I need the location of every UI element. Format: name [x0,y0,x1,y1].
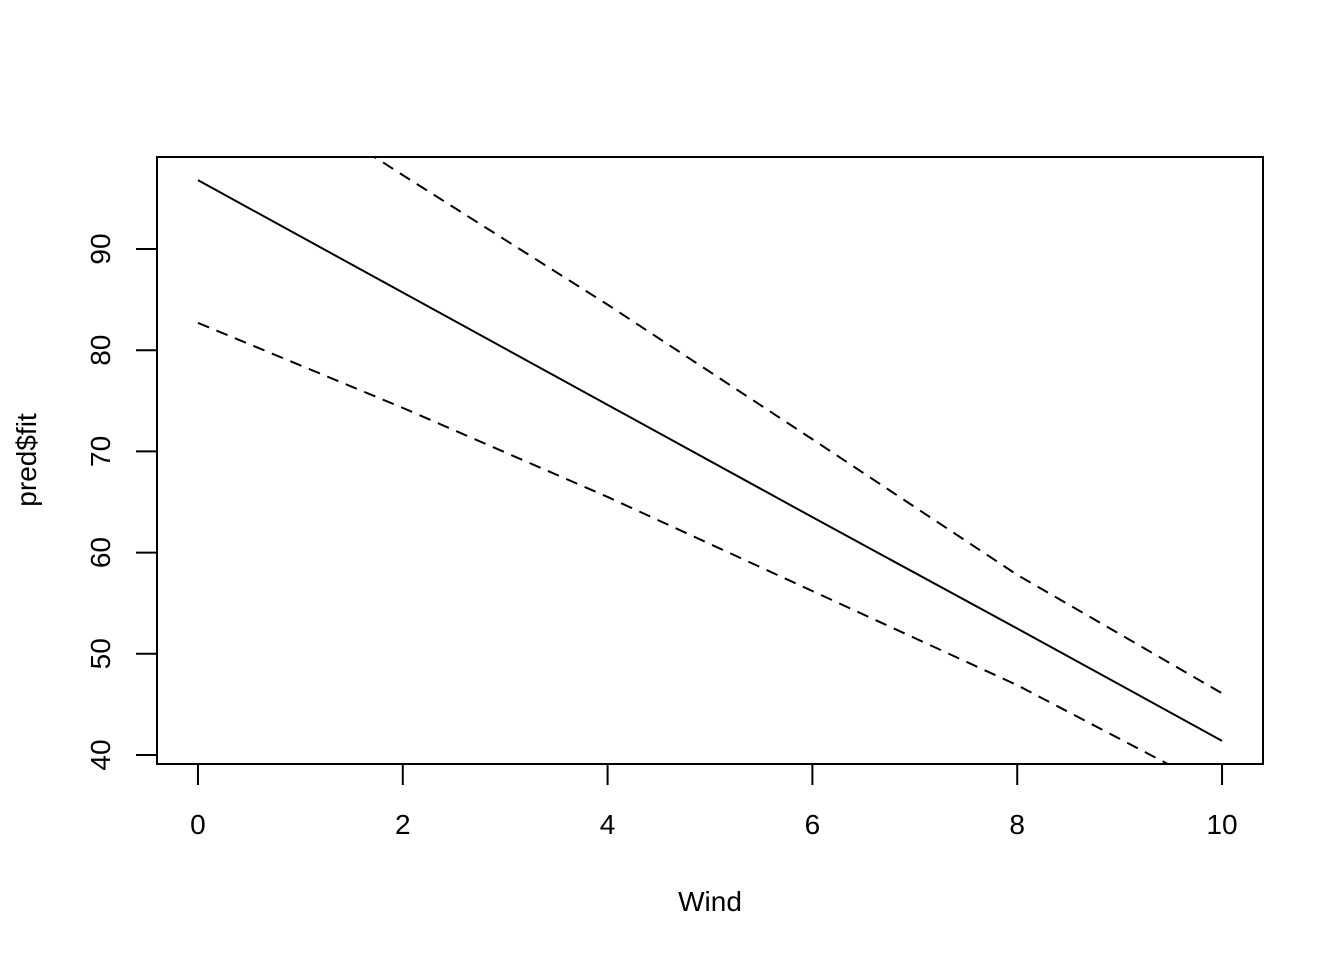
series-line [197,321,1170,764]
y-tick-label: 90 [85,233,116,264]
x-tick-label: 2 [395,809,411,840]
series-line [197,179,1223,742]
x-tick-label: 10 [1206,809,1237,840]
x-axis-label: Wind [678,886,742,917]
x-tick-label: 6 [805,809,821,840]
x-tick-label: 8 [1009,809,1025,840]
plot-box [156,156,1264,765]
x-tick-label: 4 [600,809,616,840]
x-tick-label: 0 [190,809,206,840]
y-axis-label: pred$fit [11,413,42,507]
y-tick-label: 80 [85,335,116,366]
y-tick-label: 60 [85,537,116,568]
y-tick-label: 70 [85,436,116,467]
y-tick-label: 50 [85,638,116,669]
series-line [372,157,1223,695]
plot-area [197,157,1223,764]
y-tick-label: 40 [85,739,116,770]
